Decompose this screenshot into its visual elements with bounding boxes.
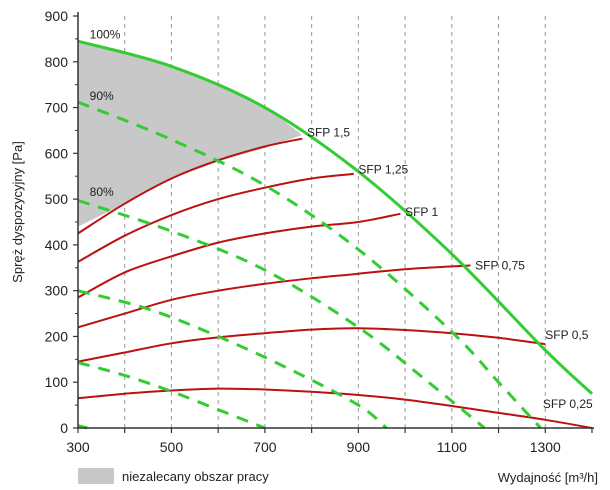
y-tick-label-400: 400 [45, 237, 69, 253]
legend-label: niezalecany obszar pracy [122, 469, 269, 484]
shaded-area-layer [78, 41, 303, 227]
fan-label-1: 90% [90, 89, 114, 103]
fan-curve-4 [77, 361, 266, 430]
x-tick-label-1300: 1300 [530, 439, 561, 455]
sfp-curve-2 [77, 212, 401, 299]
y-tick-label-100: 100 [45, 374, 69, 390]
y-tick-label-900: 900 [45, 8, 69, 24]
sfp-label-2: SFP 1 [405, 205, 438, 219]
fan-curve-0 [77, 39, 594, 395]
sfp-label-4: SFP 0,5 [545, 328, 588, 342]
y-tick-label-700: 700 [45, 100, 69, 116]
sfp-label-3: SFP 0,75 [475, 258, 525, 272]
sfp-curve-5 [77, 387, 593, 429]
x-tick-label-500: 500 [160, 439, 184, 455]
legend-swatch [78, 468, 114, 484]
x-axis-title: Wydajność [m³/h] [498, 470, 598, 485]
y-tick-label-200: 200 [45, 328, 69, 344]
sfp-label-5: SFP 0,25 [543, 397, 593, 411]
sfp-label-1: SFP 1,25 [358, 162, 408, 176]
sfp-curve-0 [77, 137, 303, 235]
fan-curve-3 [77, 289, 388, 430]
y-tick-label-500: 500 [45, 191, 69, 207]
y-tick-label-600: 600 [45, 145, 69, 161]
y-tick-label-800: 800 [45, 54, 69, 70]
sfp-label-0: SFP 1,5 [307, 126, 350, 140]
x-tick-label-300: 300 [66, 439, 90, 455]
sfp-curve-3 [77, 264, 471, 329]
sfp-curve-4 [77, 327, 546, 363]
y-tick-label-0: 0 [60, 420, 68, 436]
fan-curve-2 [77, 199, 486, 430]
curve-labels: SFP 1,5 SFP 1,25 SFP 1 SFP 0,75 SFP 0,5 SFP 0… [90, 27, 593, 411]
y-tick-label-300: 300 [45, 283, 69, 299]
fan-label-0: 100% [90, 27, 121, 41]
sfp-curve-1 [77, 172, 354, 263]
fan-label-2: 80% [90, 185, 114, 199]
x-tick-label-700: 700 [253, 439, 277, 455]
y-axis-title: Spręż dyspozycyjny [Pa] [10, 141, 25, 283]
axes: 0 100 200 300 400 500 600 700 800 900 300 500 700 900… [45, 8, 594, 455]
not-recommended-area [78, 41, 303, 227]
x-tick-label-1100: 1100 [437, 439, 467, 455]
x-tick-label-900: 900 [347, 439, 371, 455]
